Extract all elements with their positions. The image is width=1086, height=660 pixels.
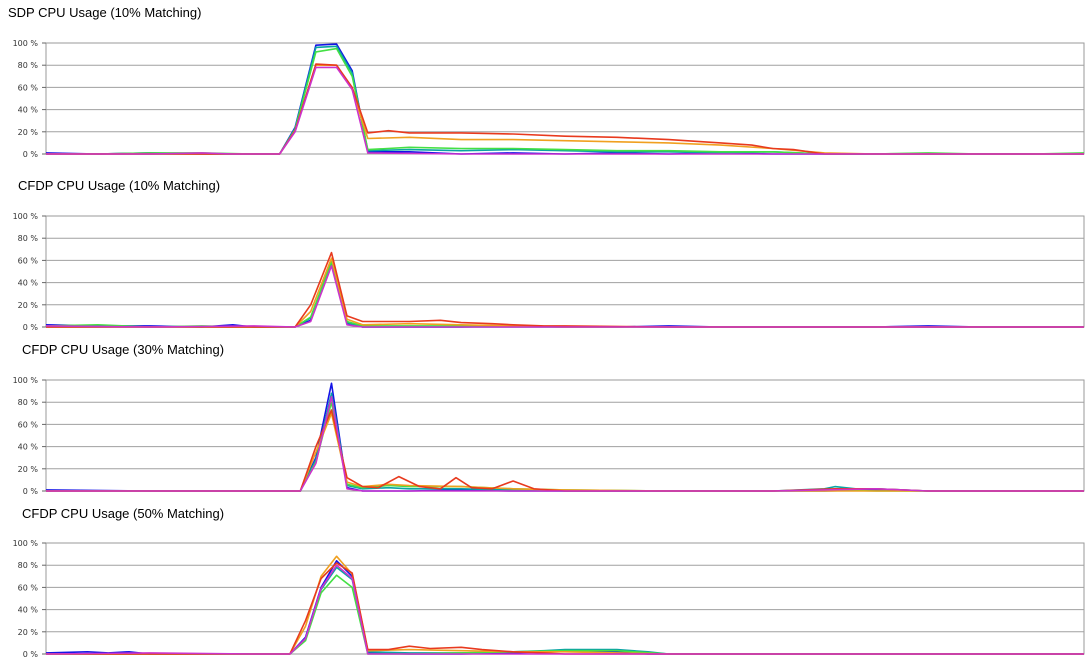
plot-area	[45, 542, 1085, 655]
y-tick-label: 80 %	[18, 398, 39, 407]
y-tick-label: 80 %	[18, 61, 39, 70]
y-tick-label: 0 %	[23, 487, 39, 496]
chart-panel-cfdp-50: CFDP CPU Usage (50% Matching) 0 % 20 % 40 …	[0, 498, 1086, 659]
y-tick-label: 20 %	[18, 465, 39, 474]
plot-area	[45, 379, 1085, 492]
chart-panel-sdp-10: SDP CPU Usage (10% Matching) 0 % 20 % 40 %…	[0, 0, 1086, 162]
y-tick-label: 100 %	[13, 39, 39, 48]
chart-title: CFDP CPU Usage (30% Matching)	[22, 342, 225, 357]
y-tick-label: 0 %	[23, 323, 39, 332]
y-tick-label: 40 %	[18, 606, 39, 615]
y-tick-label: 60 %	[18, 420, 39, 429]
chart-panel-cfdp-30: CFDP CPU Usage (30% Matching) 0 % 20 % 40 …	[0, 334, 1086, 496]
y-tick-label: 60 %	[18, 83, 39, 92]
y-tick-label: 20 %	[18, 628, 39, 637]
chart-title: CFDP CPU Usage (10% Matching)	[18, 178, 221, 193]
line-chart: 0 % 20 % 40 % 60 % 80 % 100 %	[13, 39, 1085, 159]
y-tick-label: 80 %	[18, 561, 39, 570]
y-tick-label: 40 %	[18, 443, 39, 452]
line-chart: 0 % 20 % 40 % 60 % 80 % 100 %	[13, 376, 1085, 496]
y-tick-label: 60 %	[18, 583, 39, 592]
y-tick-label: 40 %	[18, 279, 39, 288]
y-tick-label: 20 %	[18, 128, 39, 137]
chart-panel-cfdp-10: CFDP CPU Usage (10% Matching) 0 % 20 % 40 …	[0, 168, 1086, 332]
line-chart: 0 % 20 % 40 % 60 % 80 % 100 %	[13, 539, 1085, 659]
plot-area	[45, 42, 1085, 155]
y-tick-label: 100 %	[13, 539, 39, 548]
y-tick-label: 100 %	[13, 212, 39, 221]
y-tick-label: 20 %	[18, 301, 39, 310]
plot-area	[45, 215, 1085, 328]
series-line	[45, 265, 1084, 328]
y-tick-label: 100 %	[13, 376, 39, 385]
y-tick-label: 80 %	[18, 234, 39, 243]
series-line	[46, 395, 1084, 492]
y-tick-label: 40 %	[18, 106, 39, 115]
line-chart: 0 % 20 % 40 % 60 % 80 % 100 %	[13, 212, 1085, 332]
chart-title: SDP CPU Usage (10% Matching)	[8, 5, 202, 20]
y-tick-label: 0 %	[23, 650, 39, 659]
y-tick-label: 0 %	[23, 150, 39, 159]
chart-title: CFDP CPU Usage (50% Matching)	[22, 506, 225, 521]
series-line	[46, 66, 1084, 155]
y-tick-label: 60 %	[18, 256, 39, 265]
series-line	[46, 409, 1084, 492]
